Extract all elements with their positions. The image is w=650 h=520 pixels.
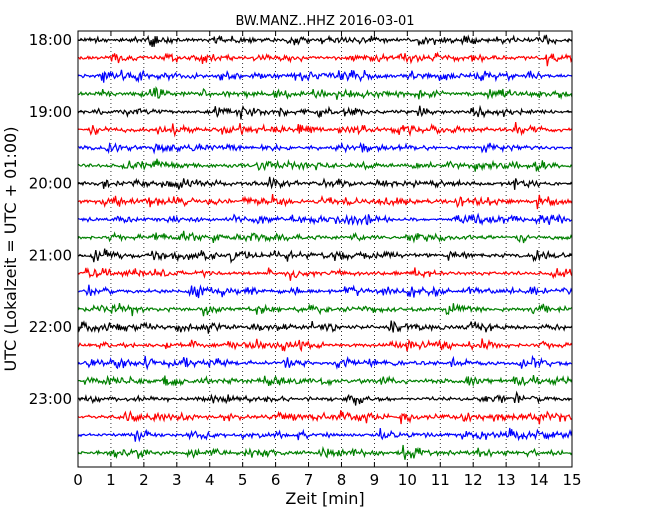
y-tick-label: 22:00	[29, 318, 72, 336]
trace-lines	[77, 34, 573, 460]
y-tick-label: 19:00	[29, 103, 72, 121]
y-tick-label: 18:00	[29, 31, 72, 49]
trace-20:00	[77, 176, 573, 190]
x-tick-label: 7	[304, 471, 314, 489]
trace-21:45	[77, 302, 573, 317]
trace-18:00	[77, 34, 573, 47]
vertical-gridlines	[110, 31, 540, 467]
trace-19:30	[77, 141, 573, 155]
x-tick-label: 14	[530, 471, 549, 489]
x-tick-label: 5	[238, 471, 248, 489]
trace-22:45	[77, 374, 573, 388]
trace-23:15	[77, 409, 573, 425]
trace-22:30	[77, 354, 573, 371]
x-tick-label: 9	[370, 471, 380, 489]
trace-20:30	[77, 212, 573, 227]
trace-19:15	[77, 122, 573, 138]
trace-18:15	[77, 51, 573, 67]
trace-18:30	[77, 69, 573, 84]
x-tick-label: 6	[271, 471, 281, 489]
x-tick-label: 15	[562, 471, 581, 489]
trace-18:45	[77, 85, 573, 101]
x-tick-label: 10	[398, 471, 417, 489]
trace-23:00	[77, 390, 573, 406]
x-tick-label: 4	[205, 471, 215, 489]
trace-22:15	[77, 338, 573, 353]
x-tick-label: 11	[431, 471, 450, 489]
trace-20:15	[77, 194, 573, 210]
x-tick-label: 12	[464, 471, 483, 489]
axis-ticks	[77, 31, 573, 467]
trace-23:45	[77, 444, 573, 460]
trace-21:30	[77, 284, 573, 299]
x-axis-label: Zeit [min]	[285, 489, 364, 508]
trace-21:15	[77, 267, 573, 281]
x-tick-labels: 0 1 2 3 4 5 6 7 8 9 10 11 12 13 14 15	[73, 471, 581, 489]
trace-19:45	[77, 158, 573, 173]
trace-23:30	[77, 427, 573, 443]
plot-frame	[77, 30, 573, 468]
y-axis-label: UTC (Lokalzeit = UTC + 01:00)	[1, 127, 20, 372]
x-tick-label: 8	[337, 471, 347, 489]
x-tick-label: 13	[497, 471, 516, 489]
chart-title: BW.MANZ..HHZ 2016-03-01	[235, 14, 414, 29]
trace-19:00	[77, 104, 573, 120]
x-tick-label: 2	[139, 471, 149, 489]
trace-21:00	[77, 248, 573, 264]
y-tick-labels: 18:00 19:00 20:00 21:00 22:00 23:00	[29, 31, 72, 408]
x-tick-label: 1	[106, 471, 116, 489]
trace-20:45	[77, 230, 573, 244]
y-tick-label: 21:00	[29, 246, 72, 264]
y-tick-label: 23:00	[29, 390, 72, 408]
x-tick-label: 0	[73, 471, 83, 489]
y-tick-label: 20:00	[29, 175, 72, 193]
x-tick-label: 3	[172, 471, 182, 489]
trace-22:00	[77, 320, 573, 334]
